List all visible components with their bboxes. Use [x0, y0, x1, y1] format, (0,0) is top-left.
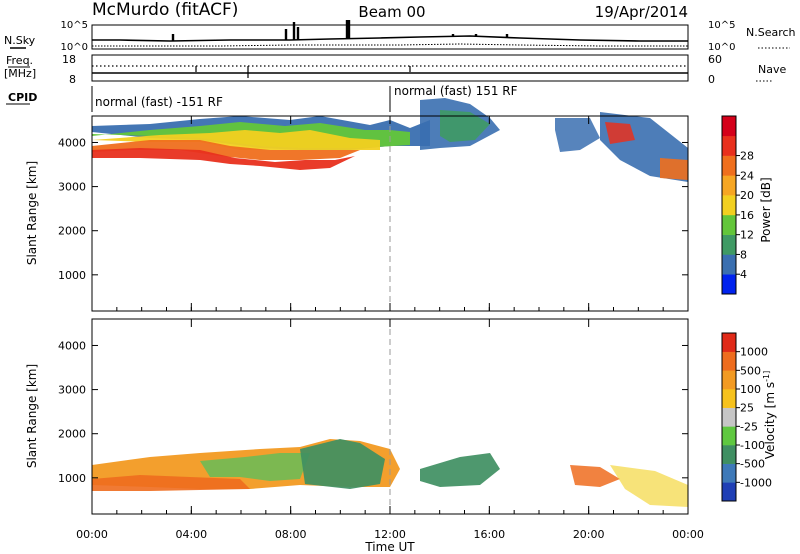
power-colorbar-swatch [722, 175, 736, 196]
velocity-colorbar-swatch [722, 426, 736, 446]
power-ytick-label: 3000 [58, 181, 86, 194]
noise-left-tick-high: 10^5 [61, 20, 88, 31]
velocity-echo-region [420, 453, 500, 487]
power-colorbar-swatch [722, 274, 736, 295]
freq-label-top: Freq. [6, 54, 33, 67]
noise-left-tick-low: 10^0 [61, 42, 88, 53]
velocity-colorbar-swatch [722, 389, 736, 408]
velocity-colorbar-label: Velocity [m s-1] [762, 371, 777, 459]
x-tick-label: 20:00 [573, 528, 605, 541]
noise-spikes [171, 20, 509, 41]
power-echo-region [555, 118, 600, 152]
power-colorbar-swatch [722, 155, 736, 176]
cpid-segment-1: normal (fast) -151 RF [95, 95, 223, 109]
cpid-label: CPID [8, 91, 37, 104]
velocity-colorbar-tick: 1000 [740, 346, 768, 359]
x-tick-label: 00:00 [76, 528, 108, 541]
velocity-colorbar-tick: 500 [740, 364, 761, 377]
power-colorbar-swatch [722, 254, 736, 275]
power-colorbar-swatch [722, 214, 736, 235]
power-echo-region [605, 122, 635, 144]
velocity-ytick-label: 4000 [58, 339, 86, 352]
velocity-echo-region [610, 465, 688, 507]
power-ytick-label: 2000 [58, 225, 86, 238]
power-echo-region [440, 110, 490, 142]
freq-label-bottom: [MHz] [4, 67, 36, 80]
power-ytick-label: 1000 [58, 269, 86, 282]
x-axis-label: Time UT [364, 540, 415, 554]
noise-sky-line [92, 35, 688, 42]
power-colorbar-tick: 16 [740, 209, 754, 222]
x-tick-label: 16:00 [473, 528, 505, 541]
velocity-echo-region [300, 439, 385, 489]
power-colorbar-tick: 4 [740, 268, 747, 281]
nave-tick-low: 0 [708, 73, 715, 86]
power-echo-region [660, 158, 688, 180]
velocity-colorbar-tick: 25 [740, 402, 754, 415]
velocity-panel: 1000 2000 3000 4000 Slant Range [km] 1000 50… [25, 318, 777, 515]
noise-right-tick-high: 10^5 [708, 20, 735, 31]
velocity-colorbar-frame [721, 332, 737, 502]
x-tick-label: 12:00 [374, 528, 406, 541]
power-colorbar-swatch [722, 135, 736, 156]
velocity-ytick-label: 2000 [58, 428, 86, 441]
velocity-echo-region [570, 465, 620, 487]
velocity-colorbar-swatch [722, 407, 736, 427]
velocity-colorbar-swatch [722, 463, 736, 483]
noise-left-label: N.Sky [4, 34, 36, 47]
power-colorbar-tick: 8 [740, 248, 747, 261]
power-echo-region [92, 148, 355, 170]
power-colorbar-tick: 28 [740, 150, 754, 163]
x-tick-label: 04:00 [175, 528, 207, 541]
freq-tick-low: 8 [69, 73, 76, 86]
power-colorbar-tick: 20 [740, 189, 754, 202]
velocity-ytick-label: 3000 [58, 384, 86, 397]
velocity-ylabel: Slant Range [km] [25, 364, 39, 468]
nave-label: Nave [758, 63, 786, 76]
date-title: 19/Apr/2014 [595, 3, 688, 21]
freq-panel: Freq. [MHz] 18 8 60 0 Nave [4, 53, 786, 86]
noise-search-line [92, 43, 688, 47]
station-title: McMurdo (fitACF) [92, 0, 238, 20]
freq-tick-high: 18 [62, 53, 76, 66]
beam-title: Beam 00 [358, 3, 425, 21]
power-ytick-label: 4000 [58, 136, 86, 149]
velocity-colorbar-swatch [722, 482, 736, 502]
velocity-colorbar-swatch [722, 445, 736, 464]
velocity-colorbar-tick: -25 [740, 420, 758, 433]
velocity-echo-region [92, 475, 250, 491]
velocity-colorbar-swatch [722, 333, 736, 352]
power-colorbar-frame [721, 115, 737, 295]
power-ylabel: Slant Range [km] [25, 161, 39, 265]
power-panel: 1000 2000 3000 4000 Slant Range [km] 4 8 12 16… [25, 98, 773, 312]
velocity-colorbar-swatch [722, 370, 736, 390]
velocity-colorbar-tick: 100 [740, 383, 761, 396]
power-colorbar-tick: 12 [740, 229, 754, 242]
power-echo-region [92, 140, 360, 160]
cpid-strip: CPID normal (fast) -151 RF normal (fast)… [6, 84, 518, 112]
velocity-colorbar-tick: -100 [740, 439, 765, 452]
power-colorbar-label: Power [dB] [759, 177, 773, 242]
power-colorbar-swatch [722, 234, 736, 255]
noise-panel: N.Sky 10^5 10^0 10^5 10^0 N.Search [4, 20, 796, 53]
velocity-echo-region [200, 453, 310, 481]
noise-right-tick-low: 10^0 [708, 42, 735, 53]
power-colorbar-swatch [722, 116, 736, 137]
velocity-colorbar-swatch [722, 351, 736, 371]
velocity-ytick-label: 1000 [58, 472, 86, 485]
power-colorbar-swatch [722, 195, 736, 216]
cpid-segment-2: normal (fast) 151 RF [394, 84, 518, 98]
power-echo-region [92, 130, 380, 150]
nave-tick-high: 60 [708, 53, 722, 66]
x-tick-label: 00:00 [672, 528, 704, 541]
velocity-colorbar-tick: -1000 [740, 476, 772, 489]
noise-right-label: N.Search [746, 26, 796, 39]
velocity-colorbar-tick: -500 [740, 458, 765, 471]
x-tick-label: 08:00 [275, 528, 307, 541]
power-colorbar-tick: 24 [740, 169, 754, 182]
